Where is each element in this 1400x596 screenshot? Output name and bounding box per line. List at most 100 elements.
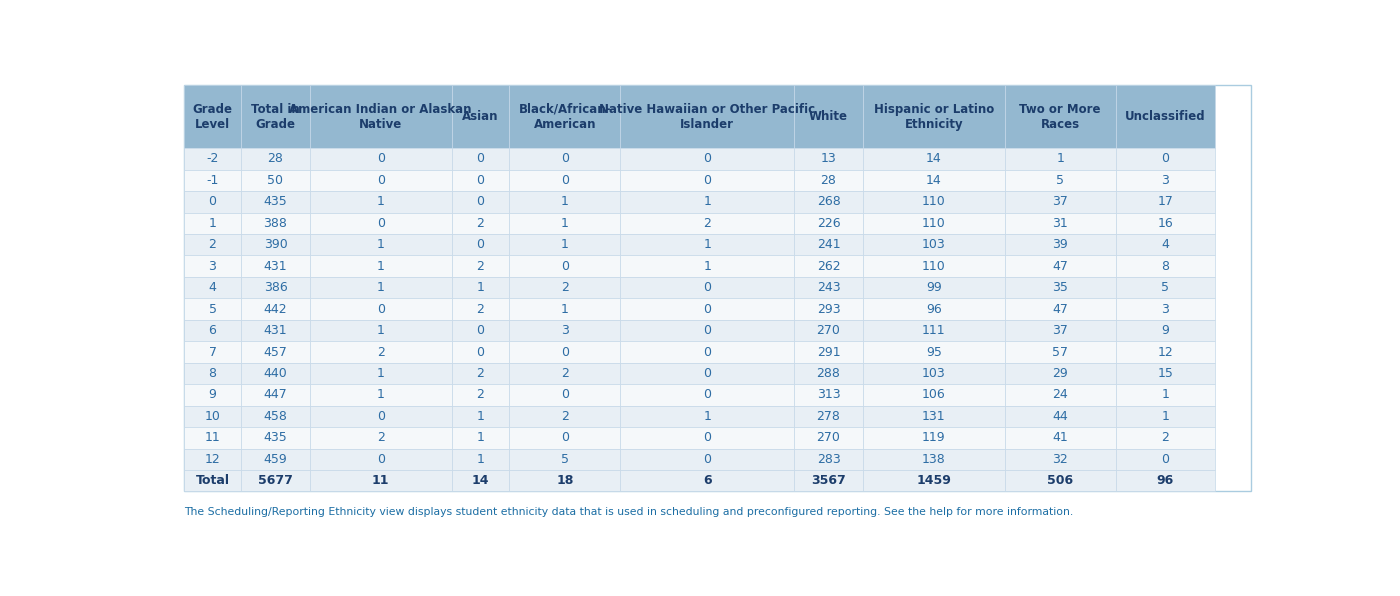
- Bar: [183, 427, 241, 449]
- Text: 0: 0: [561, 260, 568, 273]
- Bar: [241, 320, 309, 342]
- Bar: [309, 406, 452, 427]
- Bar: [452, 363, 510, 384]
- Text: 278: 278: [816, 410, 840, 423]
- Bar: [1116, 427, 1215, 449]
- Text: 3: 3: [1162, 303, 1169, 316]
- Text: 106: 106: [921, 389, 945, 402]
- Bar: [510, 256, 620, 277]
- Bar: [309, 256, 452, 277]
- Text: 0: 0: [703, 453, 711, 465]
- Text: 1: 1: [377, 260, 385, 273]
- Bar: [862, 449, 1005, 470]
- Bar: [1116, 299, 1215, 320]
- Text: Hispanic or Latino
Ethnicity: Hispanic or Latino Ethnicity: [874, 103, 994, 131]
- Text: 39: 39: [1053, 238, 1068, 252]
- Bar: [1116, 342, 1215, 363]
- Text: 131: 131: [921, 410, 945, 423]
- Bar: [862, 234, 1005, 256]
- Bar: [862, 342, 1005, 363]
- Text: 2: 2: [209, 238, 217, 252]
- Bar: [183, 191, 241, 213]
- Bar: [1116, 363, 1215, 384]
- Bar: [510, 342, 620, 363]
- Text: 50: 50: [267, 174, 283, 187]
- Bar: [1005, 384, 1116, 406]
- Bar: [183, 170, 241, 191]
- Bar: [452, 384, 510, 406]
- Text: 388: 388: [263, 217, 287, 230]
- Text: 37: 37: [1053, 195, 1068, 209]
- Text: 283: 283: [816, 453, 840, 465]
- Text: 14: 14: [472, 474, 489, 487]
- Text: American Indian or Alaskan
Native: American Indian or Alaskan Native: [290, 103, 472, 131]
- Bar: [183, 363, 241, 384]
- Bar: [241, 277, 309, 299]
- Bar: [1116, 234, 1215, 256]
- Bar: [510, 406, 620, 427]
- Bar: [794, 148, 862, 170]
- Bar: [309, 470, 452, 492]
- Bar: [452, 427, 510, 449]
- Text: 95: 95: [925, 346, 942, 359]
- Bar: [862, 191, 1005, 213]
- Text: Native Hawaiian or Other Pacific
Islander: Native Hawaiian or Other Pacific Islande…: [599, 103, 815, 131]
- Text: 431: 431: [263, 324, 287, 337]
- Bar: [452, 191, 510, 213]
- Bar: [183, 320, 241, 342]
- Bar: [1116, 449, 1215, 470]
- Text: 37: 37: [1053, 324, 1068, 337]
- Text: 1: 1: [209, 217, 217, 230]
- Bar: [1116, 384, 1215, 406]
- Bar: [241, 148, 309, 170]
- Text: 4: 4: [1162, 238, 1169, 252]
- Bar: [452, 299, 510, 320]
- Bar: [183, 85, 241, 148]
- Text: 1: 1: [476, 453, 484, 465]
- Text: 103: 103: [921, 238, 945, 252]
- Text: 44: 44: [1053, 410, 1068, 423]
- Text: 96: 96: [1156, 474, 1175, 487]
- Text: 1: 1: [703, 238, 711, 252]
- Text: 2: 2: [476, 217, 484, 230]
- Text: 293: 293: [816, 303, 840, 316]
- Text: 0: 0: [703, 281, 711, 294]
- Bar: [620, 384, 794, 406]
- Bar: [862, 148, 1005, 170]
- Bar: [309, 320, 452, 342]
- Text: 226: 226: [816, 217, 840, 230]
- Bar: [620, 406, 794, 427]
- Text: 31: 31: [1053, 217, 1068, 230]
- Bar: [510, 299, 620, 320]
- Text: 47: 47: [1053, 260, 1068, 273]
- Text: 1: 1: [1162, 389, 1169, 402]
- Text: 0: 0: [703, 432, 711, 444]
- Text: 0: 0: [703, 389, 711, 402]
- Text: 0: 0: [476, 195, 484, 209]
- Text: 440: 440: [263, 367, 287, 380]
- Bar: [309, 449, 452, 470]
- Text: 0: 0: [561, 174, 568, 187]
- Text: 1: 1: [561, 195, 568, 209]
- Bar: [1005, 234, 1116, 256]
- Bar: [620, 427, 794, 449]
- Text: 0: 0: [703, 346, 711, 359]
- Bar: [241, 299, 309, 320]
- Text: 1: 1: [1056, 153, 1064, 166]
- Bar: [794, 170, 862, 191]
- Bar: [862, 170, 1005, 191]
- Text: 0: 0: [476, 153, 484, 166]
- Bar: [1116, 148, 1215, 170]
- Text: 47: 47: [1053, 303, 1068, 316]
- Bar: [510, 234, 620, 256]
- Bar: [620, 449, 794, 470]
- Bar: [1116, 170, 1215, 191]
- Bar: [1005, 342, 1116, 363]
- Bar: [1005, 299, 1116, 320]
- Bar: [862, 363, 1005, 384]
- Bar: [1005, 427, 1116, 449]
- Text: 6: 6: [703, 474, 711, 487]
- Text: 288: 288: [816, 367, 840, 380]
- Bar: [241, 470, 309, 492]
- Text: 2: 2: [377, 432, 385, 444]
